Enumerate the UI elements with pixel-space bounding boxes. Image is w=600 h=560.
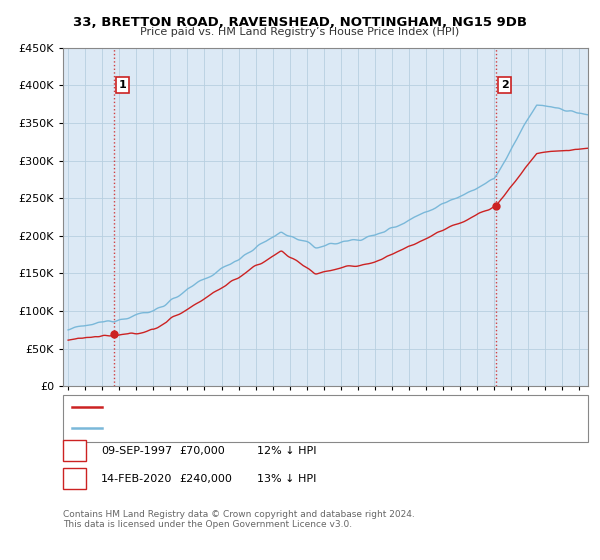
Text: 13% ↓ HPI: 13% ↓ HPI (257, 474, 316, 484)
Text: 2: 2 (71, 474, 78, 484)
Text: 09-SEP-1997: 09-SEP-1997 (101, 446, 172, 456)
Text: 1: 1 (71, 446, 78, 456)
Text: 1: 1 (119, 80, 127, 90)
Text: HPI: Average price, detached house, Gedling: HPI: Average price, detached house, Gedl… (108, 423, 326, 433)
Text: £240,000: £240,000 (179, 474, 232, 484)
Text: 14-FEB-2020: 14-FEB-2020 (101, 474, 172, 484)
Text: Contains HM Land Registry data © Crown copyright and database right 2024.
This d: Contains HM Land Registry data © Crown c… (63, 510, 415, 529)
Text: Price paid vs. HM Land Registry’s House Price Index (HPI): Price paid vs. HM Land Registry’s House … (140, 27, 460, 37)
Text: 12% ↓ HPI: 12% ↓ HPI (257, 446, 316, 456)
Text: 2: 2 (501, 80, 509, 90)
Text: £70,000: £70,000 (179, 446, 224, 456)
Text: 33, BRETTON ROAD, RAVENSHEAD, NOTTINGHAM, NG15 9DB: 33, BRETTON ROAD, RAVENSHEAD, NOTTINGHAM… (73, 16, 527, 29)
Text: 33, BRETTON ROAD, RAVENSHEAD, NOTTINGHAM, NG15 9DB (detached house): 33, BRETTON ROAD, RAVENSHEAD, NOTTINGHAM… (108, 402, 497, 412)
